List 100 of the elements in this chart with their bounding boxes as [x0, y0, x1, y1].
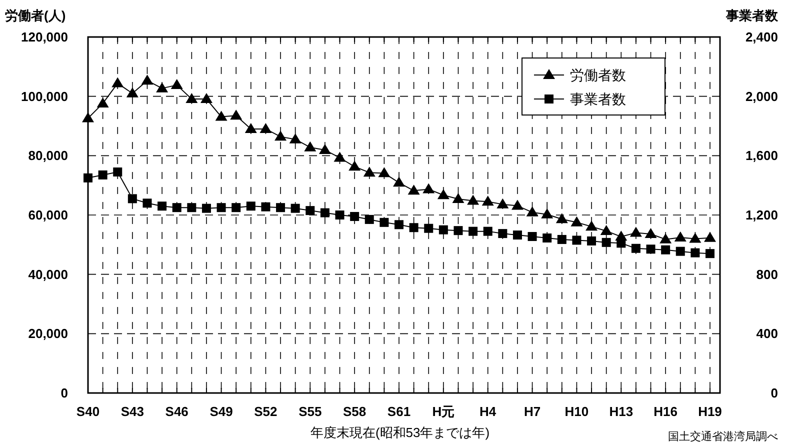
- point: [230, 110, 242, 120]
- point: [496, 198, 509, 208]
- y-axis-title: 労働者(人): [5, 8, 66, 23]
- point: [438, 225, 448, 234]
- point: [348, 160, 361, 171]
- point: [216, 203, 226, 212]
- x-tick-label: S40: [76, 404, 100, 419]
- point: [246, 202, 256, 211]
- point: [498, 229, 508, 238]
- point: [378, 167, 390, 178]
- point: [276, 203, 286, 212]
- point: [630, 226, 642, 237]
- point: [156, 82, 168, 92]
- point: [158, 202, 167, 211]
- point: [393, 176, 405, 187]
- point: [142, 198, 152, 208]
- point: [482, 196, 494, 206]
- point: [528, 232, 537, 242]
- point: [304, 141, 316, 152]
- y2-axis-title: 事業者数: [725, 8, 779, 23]
- y-tick-label: 0: [60, 386, 68, 401]
- x-tick-label: S52: [254, 404, 278, 419]
- x-tick-label: S43: [120, 404, 144, 419]
- y2-tick-label: 2,000: [745, 88, 778, 104]
- point: [570, 216, 583, 226]
- point: [82, 112, 94, 122]
- point: [631, 244, 640, 253]
- point: [483, 226, 492, 236]
- x-tick-label: S61: [387, 404, 411, 419]
- point: [674, 232, 686, 242]
- point: [363, 166, 376, 177]
- point: [704, 232, 716, 242]
- x-tick-label: H19: [698, 404, 722, 419]
- point: [468, 226, 478, 236]
- legend-label: 労働者数: [570, 66, 626, 83]
- x-tick-label: H元: [432, 404, 455, 419]
- point: [424, 224, 434, 233]
- y2-tick-label: 1,600: [745, 148, 778, 164]
- y2-tick-label: 1,200: [745, 208, 778, 223]
- point: [541, 208, 554, 218]
- y-tick-label: 120,000: [21, 30, 68, 45]
- y2-tick-label: 2,400: [745, 30, 778, 45]
- point: [172, 203, 182, 212]
- x-tick-label: H10: [564, 404, 589, 419]
- point: [587, 236, 596, 246]
- point: [512, 230, 522, 240]
- point: [572, 236, 582, 245]
- point: [186, 93, 198, 104]
- point: [706, 249, 714, 258]
- point: [454, 226, 463, 236]
- point: [128, 194, 137, 204]
- point: [261, 202, 270, 212]
- text: 国土交通省港湾局調べ: [668, 430, 778, 443]
- point: [394, 220, 404, 230]
- x-tick-label: H13: [609, 404, 634, 419]
- x-tick-label: S55: [298, 404, 322, 419]
- x-axis-title: 年度末現在(昭和53年までは年): [310, 425, 490, 440]
- point: [320, 208, 330, 218]
- y2-tick-label: 0: [770, 386, 778, 401]
- point: [244, 122, 257, 133]
- point: [586, 220, 598, 231]
- point: [422, 183, 435, 194]
- x-tick-label: S46: [165, 404, 188, 419]
- point: [112, 77, 124, 88]
- y-tick-label: 40,000: [28, 266, 68, 282]
- x-tick-label: H7: [524, 404, 541, 419]
- point: [556, 213, 568, 224]
- point: [187, 203, 196, 212]
- point: [409, 223, 418, 232]
- point: [661, 245, 670, 254]
- x-tick-label: S49: [210, 404, 233, 419]
- point: [335, 210, 344, 220]
- point: [467, 194, 480, 205]
- y2-tick-label: 400: [756, 326, 778, 342]
- point: [542, 233, 552, 242]
- y2-tick-label: 800: [756, 266, 778, 282]
- point: [511, 200, 524, 210]
- y-tick-label: 20,000: [28, 326, 68, 342]
- point: [289, 133, 302, 144]
- point: [96, 97, 109, 108]
- x-tick-label: H16: [654, 404, 678, 419]
- point: [334, 152, 346, 162]
- point: [306, 206, 315, 216]
- point: [215, 110, 228, 121]
- y-tick-label: 100,000: [21, 88, 68, 104]
- point: [644, 228, 657, 238]
- point: [690, 248, 700, 258]
- point: [600, 225, 612, 236]
- point: [260, 122, 272, 133]
- point: [437, 189, 450, 200]
- point: [557, 234, 566, 244]
- x-tick-label: S58: [343, 404, 366, 419]
- point: [274, 130, 287, 141]
- point: [290, 204, 300, 213]
- point: [202, 204, 211, 213]
- point: [170, 79, 183, 90]
- point: [84, 173, 92, 182]
- point: [660, 233, 672, 244]
- y-tick-label: 60,000: [28, 208, 68, 223]
- point: [141, 74, 154, 85]
